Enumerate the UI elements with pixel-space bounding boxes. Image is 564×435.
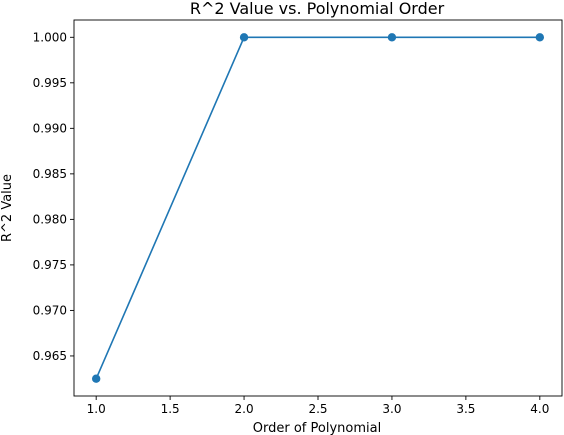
x-tick-label: 2.0: [235, 402, 254, 416]
y-tick-label: 0.990: [33, 121, 67, 135]
y-tick-label: 0.975: [33, 258, 67, 272]
x-tick-label: 3.0: [382, 402, 401, 416]
x-tick-label: 1.5: [161, 402, 180, 416]
y-axis-label: R^2 Value: [0, 174, 15, 242]
data-point: [387, 33, 397, 42]
y-tick-label: 0.965: [33, 349, 67, 363]
y-tick-label: 1.000: [33, 30, 67, 44]
plot-frame: [73, 19, 563, 397]
y-axis-ticks: 0.965 0.970 0.975 0.980 0.985 0.990 0.995 1.000: [33, 30, 74, 363]
x-tick-label: 4.0: [530, 402, 549, 416]
y-tick-label: 0.980: [33, 212, 67, 226]
x-tick-label: 2.5: [308, 402, 327, 416]
x-axis-ticks: 1.0 1.5 2.0 2.5 3.0 3.5 4.0: [87, 396, 549, 416]
chart-title: R^2 Value vs. Polynomial Order: [190, 0, 445, 18]
y-tick-label: 0.985: [33, 167, 67, 181]
plot-area: [73, 19, 563, 397]
y-tick-label: 0.995: [33, 76, 67, 90]
data-point: [91, 374, 101, 383]
y-tick-label: 0.970: [33, 303, 67, 317]
series-layer: [91, 33, 545, 383]
x-axis-label: Order of Polynomial: [253, 421, 381, 435]
data-point: [535, 33, 545, 42]
data-point: [239, 33, 249, 42]
series-line: [95, 36, 540, 380]
x-tick-label: 3.5: [456, 402, 475, 416]
x-tick-label: 1.0: [87, 402, 106, 416]
